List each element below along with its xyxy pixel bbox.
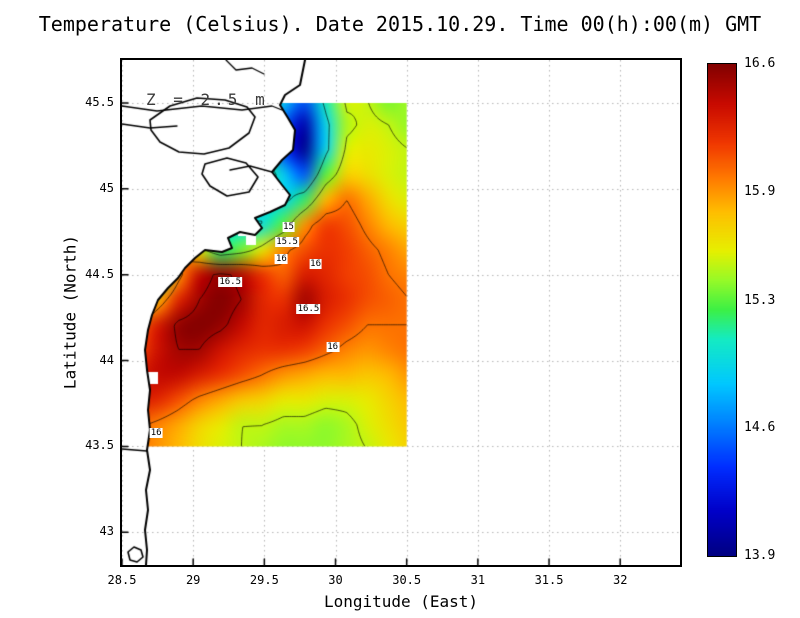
contour-label: 16 xyxy=(309,259,322,270)
contour-label: 16 xyxy=(149,427,163,438)
depth-annotation: Z = 2.5 m xyxy=(146,90,269,109)
y-tick-label: 43 xyxy=(99,524,114,539)
figure-title: Temperature (Celsius). Date 2015.10.29. … xyxy=(38,12,762,36)
x-axis-title: Longitude (East) xyxy=(323,592,479,611)
colorbar-tick-label: 13.9 xyxy=(744,548,776,563)
contour-label: 16.5 xyxy=(218,276,243,287)
x-tick-label: 29 xyxy=(185,573,201,587)
contour-label: 16 xyxy=(275,254,288,265)
contour-label: 16 xyxy=(326,341,340,352)
temperature-map-canvas xyxy=(122,60,680,565)
colorbar-tick-label: 15.3 xyxy=(744,292,776,308)
contour-label: 15 xyxy=(282,221,295,232)
colorbar-canvas xyxy=(708,64,736,556)
x-tick-label: 32 xyxy=(612,573,628,587)
x-tick-label: 30.5 xyxy=(392,573,422,587)
x-tick-label: 30 xyxy=(328,573,343,587)
colorbar-tick-label: 16.6 xyxy=(744,56,776,71)
colorbar xyxy=(707,63,737,557)
x-tick-label: 29.5 xyxy=(249,573,279,587)
x-tick-label: 31.5 xyxy=(534,573,564,587)
x-tick-label: 28.5 xyxy=(107,573,137,587)
colorbar-tick-label: 14.6 xyxy=(744,420,776,436)
plot-area: Z = 2.5 m 15 15.5 16 16 16.5 16.5 16 16 xyxy=(120,58,682,567)
contour-label: 16.5 xyxy=(296,304,321,315)
y-tick-label: 44 xyxy=(99,352,114,367)
y-tick-label: 45 xyxy=(99,180,114,195)
x-tick-label: 31 xyxy=(470,573,486,587)
y-tick-label: 44.5 xyxy=(85,266,114,281)
contour-label: 15.5 xyxy=(275,237,299,248)
colorbar-tick-label: 15.9 xyxy=(744,183,776,199)
y-tick-label: 45.5 xyxy=(85,94,114,109)
y-tick-label: 43.5 xyxy=(85,438,114,453)
